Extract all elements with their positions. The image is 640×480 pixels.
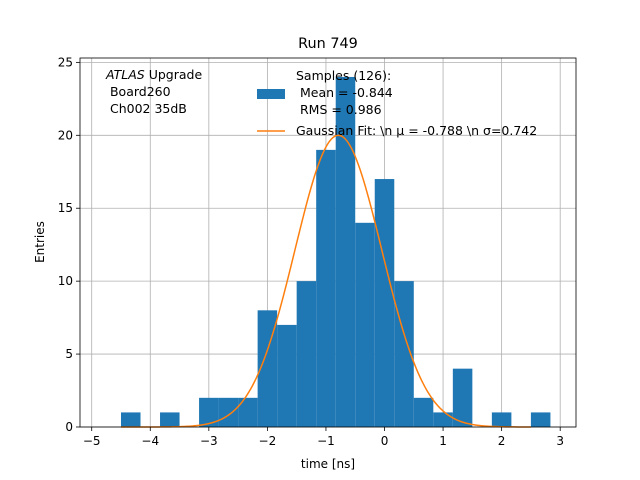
annotation-line-2: Board260 [106,84,171,99]
x-tick-label: −2 [259,434,277,448]
x-tick-label: 1 [439,434,447,448]
chart-title: Run 749 [298,36,358,52]
x-tick-label: 3 [556,434,564,448]
histogram-bar [355,222,375,427]
annotation-upgrade: Upgrade [145,67,203,82]
x-tick-label: 0 [381,434,389,448]
x-tick-label: 2 [498,434,506,448]
y-axis-ticks: 0 5 10 15 20 25 [58,55,80,434]
gaussian-fit-line [120,134,531,428]
y-tick-label: 25 [58,55,73,69]
x-tick-label: −5 [83,434,101,448]
histogram-bar [277,324,297,427]
x-axis-label: time [ns] [301,457,355,471]
histogram-bar [160,412,180,427]
histogram-bar [238,397,258,427]
histogram-bar [413,397,434,427]
histogram-bar [335,76,356,427]
annotation-line-3: Ch002 35dB [106,101,187,116]
histogram-bar [433,412,453,427]
x-axis-ticks: −5 −4 −3 −2 −1 0 1 2 3 [83,427,564,448]
y-tick-label: 0 [65,420,73,434]
y-tick-label: 20 [58,128,73,142]
x-tick-label: −4 [141,434,159,448]
axes-frame [79,57,577,428]
histogram-bar [120,412,141,427]
histogram-bar [199,397,219,427]
histogram-bar [452,368,473,427]
histogram-bar [316,149,336,427]
histogram-bar [257,310,278,427]
histogram-bar [491,412,512,427]
legend: Samples (126): Mean = -0.844 RMS = 0.986… [257,68,537,138]
legend-samples-line-2: Mean = -0.844 [296,85,393,100]
histogram-bar [296,281,317,427]
annotation-atlas: ATLAS [105,67,145,82]
histogram-bars [120,76,551,427]
legend-samples-line-1: Samples (126): [296,68,391,83]
y-tick-label: 15 [58,201,73,215]
legend-samples-line-3: RMS = 0.986 [296,102,382,117]
histogram-bar [374,179,395,427]
atlas-annotation: ATLAS Upgrade Board260 Ch002 35dB [105,67,202,116]
x-tick-label: −1 [317,434,335,448]
y-tick-label: 5 [65,347,73,361]
x-tick-label: −3 [200,434,218,448]
histogram-bar [530,412,551,427]
legend-samples-swatch [257,89,285,99]
legend-fit-label: Gaussian Fit: \n μ = -0.788 \n σ=0.742 [296,123,537,138]
histogram-bar [218,397,239,427]
y-tick-label: 10 [58,274,73,288]
y-axis-label: Entries [33,221,47,263]
annotation-line-1: ATLAS Upgrade [105,67,202,82]
